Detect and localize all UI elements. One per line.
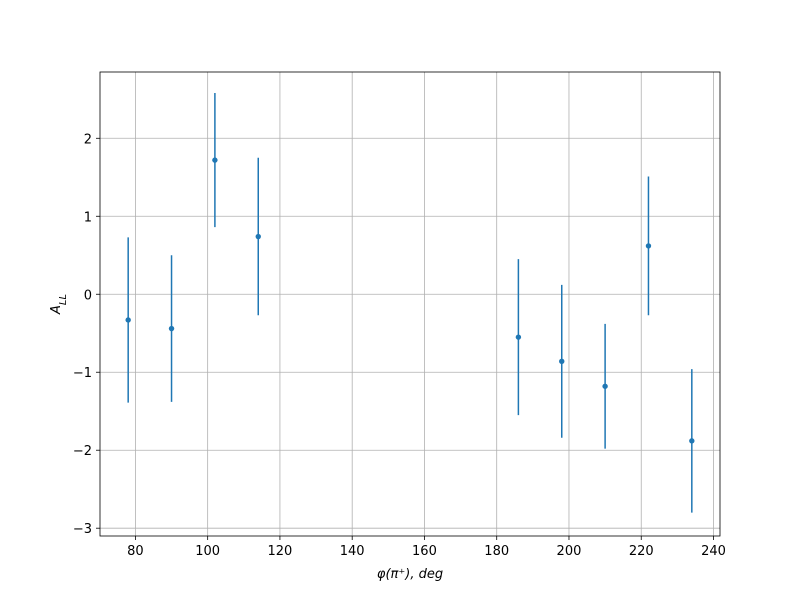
x-tick-label: 120 bbox=[268, 544, 293, 559]
x-tick-label: 240 bbox=[701, 544, 726, 559]
data-point bbox=[689, 438, 695, 444]
x-tick-label: 220 bbox=[629, 544, 654, 559]
y-tick-label: 0 bbox=[84, 288, 92, 303]
x-tick-label: 180 bbox=[484, 544, 509, 559]
data-point bbox=[645, 243, 652, 249]
x-tick-label: 140 bbox=[340, 544, 365, 559]
data-point bbox=[559, 358, 565, 365]
data-point bbox=[212, 157, 218, 163]
data-point bbox=[168, 325, 175, 332]
y-axis-label: ALL bbox=[49, 294, 69, 315]
data-point bbox=[515, 334, 522, 340]
x-tick-label: 160 bbox=[412, 544, 437, 559]
plot-frame bbox=[99, 71, 721, 537]
x-tick-label: 100 bbox=[195, 544, 220, 559]
x-tick-label: 80 bbox=[127, 544, 144, 559]
data-point bbox=[602, 383, 608, 389]
data-point bbox=[255, 233, 261, 240]
y-tick-label: 1 bbox=[84, 210, 92, 225]
data-point bbox=[125, 317, 131, 323]
x-tick-label: 200 bbox=[557, 544, 582, 559]
y-tick-label: 2 bbox=[84, 132, 92, 147]
x-axis-label: φ(π⁺), deg bbox=[377, 567, 443, 582]
y-tick-label: −2 bbox=[73, 444, 92, 459]
y-tick-label: −1 bbox=[73, 366, 92, 381]
y-tick-label: −3 bbox=[73, 522, 92, 537]
